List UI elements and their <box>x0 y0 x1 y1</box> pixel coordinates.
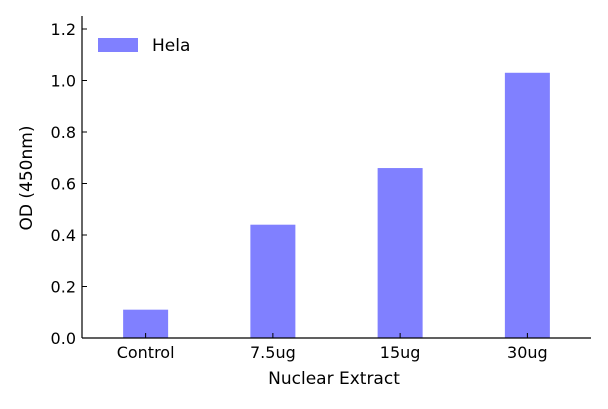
x-tick-label: Control <box>117 343 175 362</box>
y-tick-label: 0.4 <box>51 226 76 245</box>
y-tick-label: 0.2 <box>51 278 76 297</box>
axes-layer <box>81 16 591 339</box>
y-tick-label: 1.2 <box>51 20 76 39</box>
y-tick-label: 0.0 <box>51 329 76 348</box>
x-axis-label: Nuclear Extract <box>268 369 400 389</box>
x-tick-label: 30ug <box>507 343 548 362</box>
y-axis-label: OD (450nm) <box>17 126 37 231</box>
ticks-layer: Control 7.5ug 15ug 30ug 0.0 0.2 0.4 0.6 0.8 1.0 1.… <box>51 20 548 362</box>
bar-15ug <box>377 168 423 338</box>
y-tick-label: 1.0 <box>51 72 76 91</box>
y-tick-label: 0.8 <box>51 123 76 142</box>
legend-swatch-hela <box>98 38 138 52</box>
x-tick-label: 7.5ug <box>250 343 296 362</box>
bar-30ug <box>504 72 550 339</box>
x-tick-label: 15ug <box>380 343 421 362</box>
y-tick-label: 0.6 <box>51 175 76 194</box>
bar-7-5ug <box>250 224 296 338</box>
bars-layer <box>123 72 550 339</box>
legend-label-hela: Hela <box>152 36 190 56</box>
legend: Hela <box>98 36 190 56</box>
